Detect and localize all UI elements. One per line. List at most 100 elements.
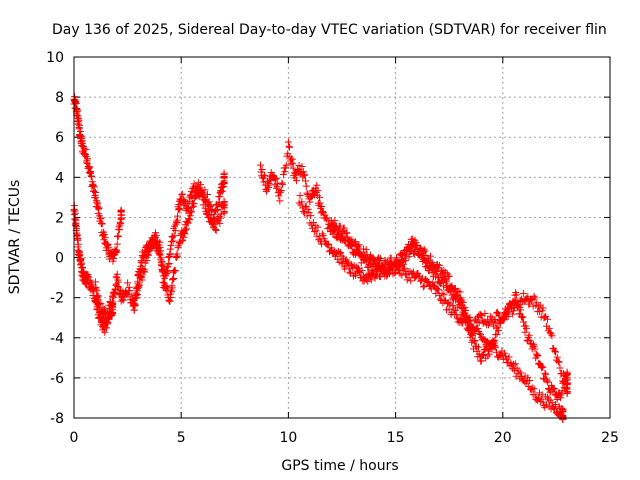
data-point: [181, 230, 189, 238]
data-point: [550, 385, 558, 393]
data-point: [436, 295, 444, 303]
data-point: [344, 260, 352, 268]
data-point: [433, 285, 441, 293]
data-point: [134, 282, 142, 290]
data-point: [324, 225, 332, 233]
data-point: [114, 232, 122, 240]
y-tick-label: 4: [55, 170, 64, 186]
data-point: [296, 192, 304, 200]
data-point: [370, 256, 378, 264]
data-point: [84, 155, 92, 163]
data-point: [218, 187, 226, 195]
data-point: [169, 237, 177, 245]
data-point: [192, 192, 200, 200]
y-tick-label: 2: [55, 210, 64, 226]
data-point: [452, 311, 460, 319]
data-point: [85, 273, 93, 281]
data-point: [530, 292, 538, 300]
data-point: [186, 216, 194, 224]
data-point: [179, 196, 187, 204]
data-point: [510, 298, 518, 306]
data-point: [199, 189, 207, 197]
data-point: [531, 345, 539, 353]
data-point: [400, 266, 408, 274]
data-point: [410, 274, 418, 282]
data-point: [171, 267, 179, 275]
data-point: [79, 264, 87, 272]
data-point: [454, 287, 462, 295]
data-point: [288, 155, 296, 163]
data-point: [352, 271, 360, 279]
data-point: [419, 255, 427, 263]
data-point: [171, 227, 179, 235]
data-point: [105, 305, 113, 313]
data-point: [542, 370, 550, 378]
data-point: [509, 365, 517, 373]
data-point: [456, 288, 464, 296]
data-point: [141, 268, 149, 276]
data-point: [491, 336, 499, 344]
data-point: [459, 319, 467, 327]
data-point: [113, 270, 121, 278]
data-point: [543, 393, 551, 401]
data-point: [542, 375, 550, 383]
data-point: [525, 331, 533, 339]
data-point: [302, 182, 310, 190]
data-point: [546, 329, 554, 337]
data-point: [138, 276, 146, 284]
data-point: [419, 283, 427, 291]
data-point: [378, 268, 386, 276]
data-point: [74, 240, 82, 248]
data-point: [533, 299, 541, 307]
data-point: [510, 299, 518, 307]
data-point: [143, 257, 151, 265]
data-point: [93, 287, 101, 295]
data-point: [138, 258, 146, 266]
data-point: [113, 240, 121, 248]
data-point: [513, 364, 521, 372]
data-point: [461, 303, 469, 311]
data-point: [167, 294, 175, 302]
y-axis-label: SDTVAR / TECUs: [7, 180, 23, 295]
data-point: [272, 175, 280, 183]
data-point: [95, 300, 103, 308]
data-point: [279, 180, 287, 188]
data-point: [212, 226, 220, 234]
data-point: [215, 199, 223, 207]
data-point: [377, 262, 385, 270]
data-point: [409, 268, 417, 276]
data-point: [298, 198, 306, 206]
data-point: [434, 286, 442, 294]
data-point: [407, 277, 415, 285]
data-point: [549, 386, 557, 394]
data-point: [401, 264, 409, 272]
data-point: [550, 384, 558, 392]
data-point: [210, 216, 218, 224]
data-point: [168, 284, 176, 292]
data-point: [318, 202, 326, 210]
data-point: [505, 353, 513, 361]
data-point: [178, 191, 186, 199]
data-point: [444, 273, 452, 281]
data-point: [522, 294, 530, 302]
data-point: [86, 278, 94, 286]
data-point: [528, 384, 536, 392]
data-point: [367, 276, 375, 284]
data-point: [426, 252, 434, 260]
data-point: [543, 377, 551, 385]
data-point: [486, 312, 494, 320]
data-point: [213, 206, 221, 214]
data-point: [336, 222, 344, 230]
data-point: [95, 204, 103, 212]
data-point: [414, 250, 422, 258]
x-axis-label: GPS time / hours: [281, 458, 398, 474]
data-point: [467, 327, 475, 335]
data-point: [500, 315, 508, 323]
data-point: [420, 245, 428, 253]
data-point: [334, 226, 342, 234]
data-point: [100, 230, 108, 238]
data-point: [187, 188, 195, 196]
data-point: [257, 161, 265, 169]
series-track-a: [70, 93, 125, 265]
data-point: [289, 164, 297, 172]
